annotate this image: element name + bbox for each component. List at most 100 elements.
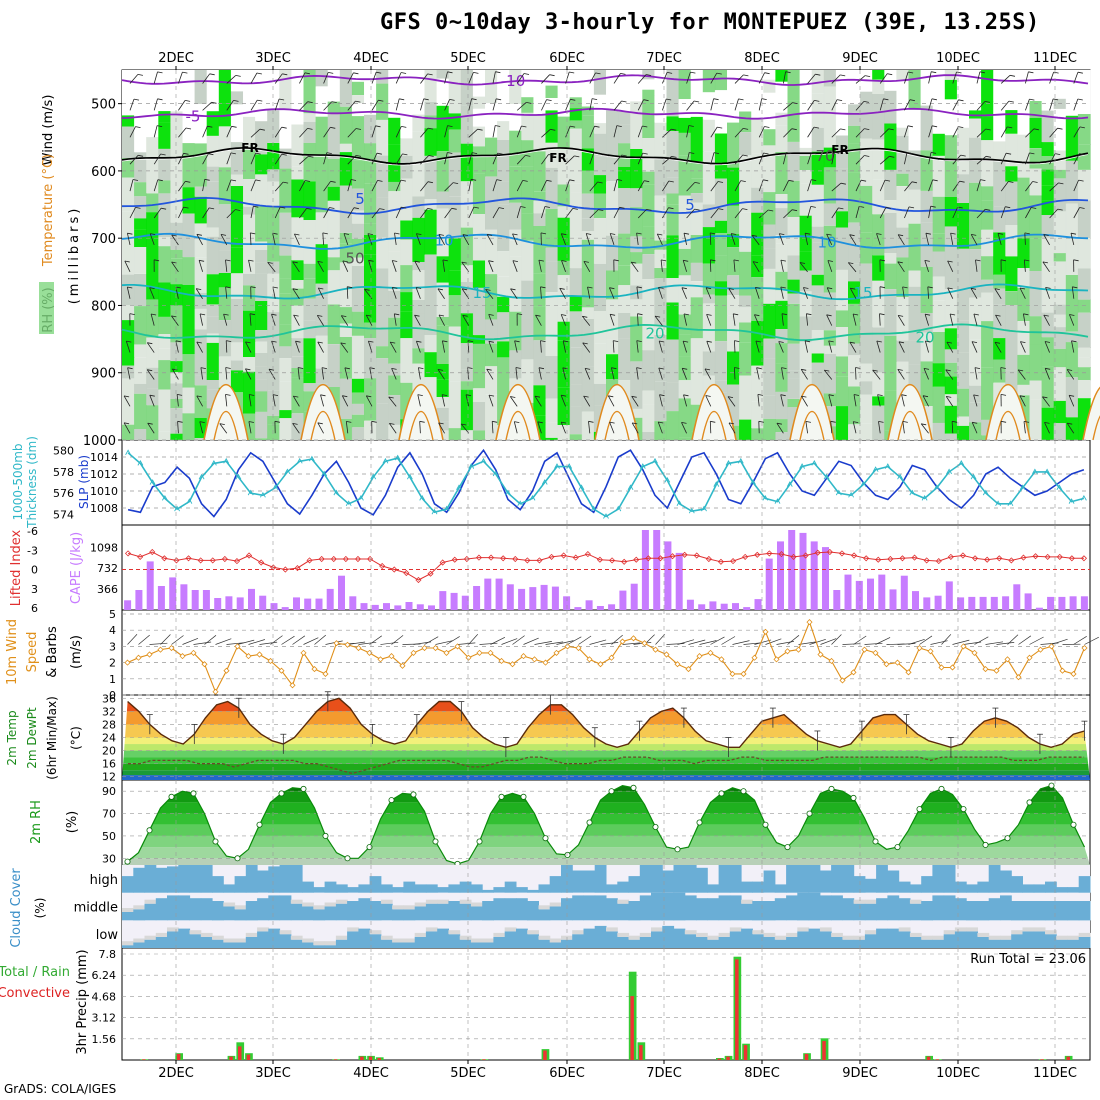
wind-barb [226,75,236,84]
ytick-rh: 90 [102,785,116,798]
rh-cell [436,151,450,192]
wind-barb-flag [346,421,352,423]
ytick-cape: 732 [97,562,118,575]
precip-conv-bar [142,1059,146,1060]
wind-barb-flag [1057,208,1063,211]
rh-cell [170,111,184,151]
rh-cell [1053,261,1067,305]
cloud-cell [516,887,528,893]
cloud-low-shade [898,927,911,932]
rh-cell [146,193,159,213]
rh-cell [327,158,341,187]
wind-barb [976,155,987,165]
rh-cell [981,70,994,117]
cape-bar [146,561,154,610]
thickness-marker [786,481,793,487]
wind-barb [444,182,454,192]
rh-cell [376,155,389,198]
wind-barb-flag [710,259,716,262]
wind-barb [734,74,744,84]
ytick-thickness: 580 [53,445,74,458]
wind-barb [149,395,155,407]
cape-bar [416,604,424,610]
cloud-cell [1067,887,1080,893]
wind-barb [460,423,470,434]
rh-cell [182,99,196,144]
wind-barb [1073,72,1079,84]
wind-barb-flag [985,128,991,131]
wind-barb-flag [175,286,181,289]
rh-cell [1053,178,1067,212]
thickness-marker [737,457,744,464]
wind-barb-flag [646,209,652,211]
wind-barb-flag [885,207,891,209]
wind-barb-flag [182,71,188,74]
wind-barb-flag [423,98,429,101]
wind-barb-flag [681,422,687,424]
cloud-cell [662,892,675,921]
lifted-marker [947,553,954,560]
wind-barb [492,207,500,219]
rh-cell [460,369,474,382]
cape-bar [765,558,773,610]
wind-barb [904,125,909,138]
cloud-cell [696,936,708,948]
cloud-cell [954,931,967,948]
rh-cell [593,242,607,264]
wind-barb-flag [642,125,648,128]
rh-cell [1077,238,1091,269]
rh-cell [811,170,825,185]
rh-cell [521,240,534,281]
rh-cell [872,372,885,397]
wind-barb-flag [667,72,673,74]
rh-cell [835,227,849,270]
rh-cell [557,425,571,440]
thickness-marker [762,494,769,501]
wind-marker [861,646,868,653]
lifted-marker [681,551,688,558]
wind-barb-flag [438,234,444,236]
wind-marker [454,643,461,650]
wind-barb-flag [135,207,141,209]
wind-barb-flag [609,287,615,290]
rh-cell [279,381,292,411]
rh-cell [872,214,885,256]
cloud-low-shade [290,935,303,940]
date-label-top: 9DEC [842,51,878,66]
wind-barb-flag [864,155,870,157]
rh-cell [448,295,462,327]
wind-barb-flag [268,368,275,371]
rh-marker [938,785,945,792]
cloud-cell [921,939,933,948]
wind-barb-flag [304,72,310,75]
wind-barb-flag [132,179,139,181]
rh-cell [872,79,885,95]
temp-band [122,750,1090,758]
rh-cell [364,235,377,254]
wind-barb-flag [785,71,791,74]
wind-barb [781,313,784,326]
cloud-cell [268,895,281,921]
wind-barb [292,395,300,407]
wind-barb [976,179,981,192]
wind-barb-flag [813,126,820,129]
wind-barb-flag [402,153,408,156]
rh-cell [315,296,329,322]
wind-barb [995,314,1002,326]
rh-cell [884,200,897,213]
wind-barb-flag [207,125,213,128]
rh-cell [751,187,764,213]
wind-barb [1066,422,1075,434]
wind-barb-flag [658,287,664,289]
rh-cell [981,292,994,322]
rh-cell [642,79,655,90]
wind-barb-flag [340,342,346,345]
wind-barb [826,314,833,326]
rh-cell [364,322,377,338]
thickness-marker [639,463,646,469]
wind-barb [1042,396,1050,407]
rh-cell [896,186,910,228]
lifted-marker [149,548,156,556]
wind-barb [171,234,179,246]
